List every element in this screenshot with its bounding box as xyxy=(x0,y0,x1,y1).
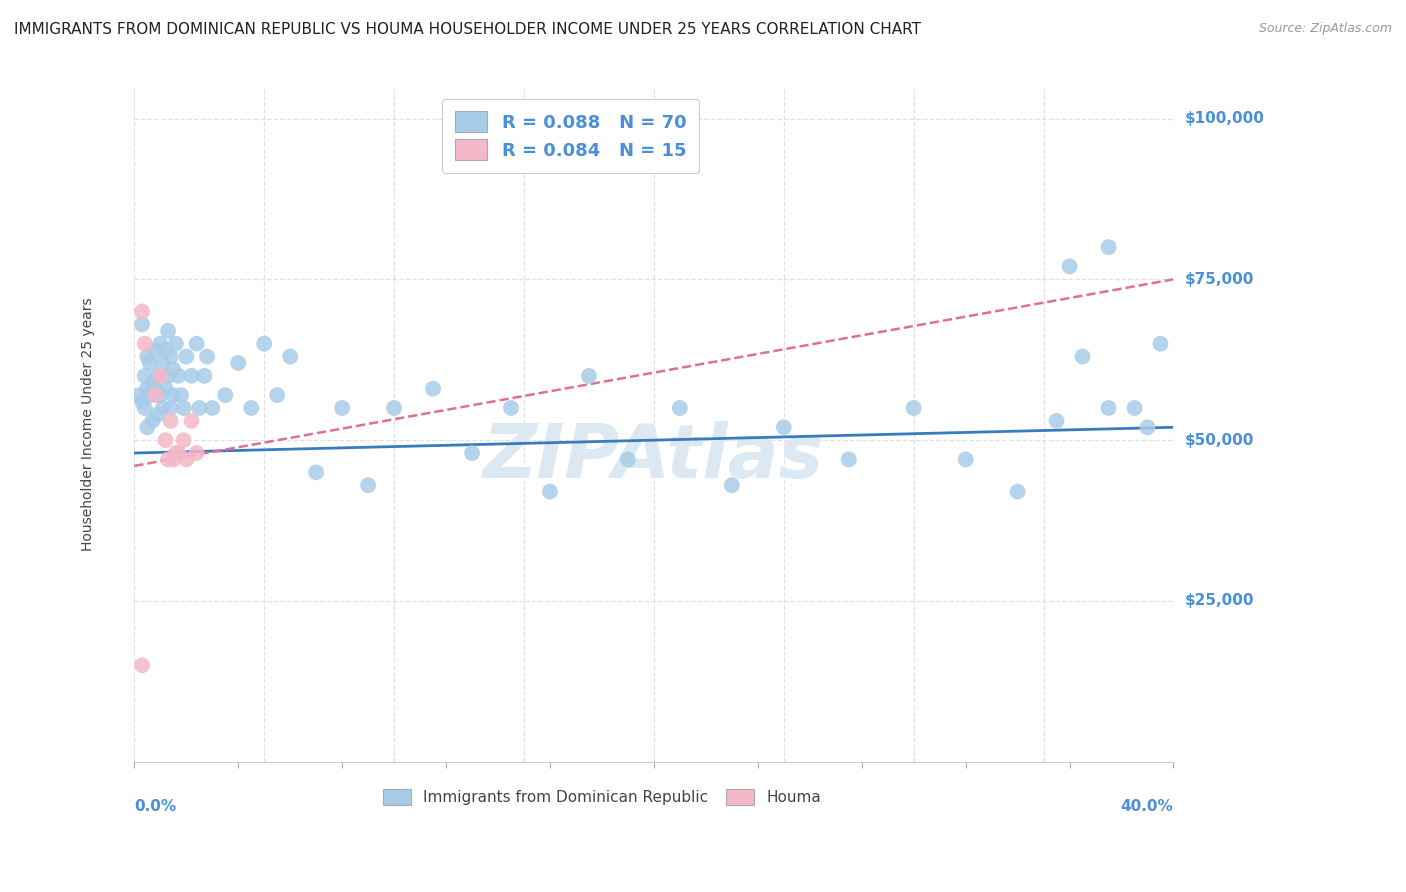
Text: $25,000: $25,000 xyxy=(1185,593,1254,608)
Point xyxy=(139,388,162,402)
Point xyxy=(159,350,181,364)
Text: ZIPAtlas: ZIPAtlas xyxy=(484,421,824,494)
Text: Source: ZipAtlas.com: Source: ZipAtlas.com xyxy=(1258,22,1392,36)
Point xyxy=(162,362,184,376)
Point xyxy=(165,336,187,351)
Point xyxy=(382,401,405,415)
Point xyxy=(1059,260,1081,274)
Point xyxy=(253,336,276,351)
Point xyxy=(131,318,153,332)
Text: 0.0%: 0.0% xyxy=(135,799,176,814)
Point xyxy=(173,433,195,447)
Text: Householder Income Under 25 years: Householder Income Under 25 years xyxy=(80,297,94,551)
Point xyxy=(1123,401,1146,415)
Point xyxy=(903,401,925,415)
Point xyxy=(149,388,172,402)
Point xyxy=(955,452,977,467)
Point xyxy=(141,376,163,390)
Point xyxy=(170,388,193,402)
Point xyxy=(136,420,159,434)
Point xyxy=(139,356,162,370)
Point xyxy=(201,401,224,415)
Point xyxy=(188,401,211,415)
Point xyxy=(838,452,860,467)
Text: IMMIGRANTS FROM DOMINICAN REPUBLIC VS HOUMA HOUSEHOLDER INCOME UNDER 25 YEARS CO: IMMIGRANTS FROM DOMINICAN REPUBLIC VS HO… xyxy=(14,22,921,37)
Text: $75,000: $75,000 xyxy=(1185,272,1254,287)
Point xyxy=(240,401,263,415)
Point xyxy=(155,343,177,357)
Point xyxy=(159,414,181,428)
Point xyxy=(1149,336,1171,351)
Point xyxy=(149,368,172,383)
Point xyxy=(162,388,184,402)
Text: $100,000: $100,000 xyxy=(1185,111,1264,126)
Point xyxy=(131,658,153,673)
Point xyxy=(143,382,166,396)
Legend: Immigrants from Dominican Republic, Houma: Immigrants from Dominican Republic, Houm… xyxy=(377,783,827,812)
Point xyxy=(669,401,692,415)
Point xyxy=(157,324,180,338)
Point xyxy=(195,350,218,364)
Point xyxy=(146,408,169,422)
Point xyxy=(186,446,208,460)
Point xyxy=(1045,414,1067,428)
Point xyxy=(1007,484,1029,499)
Point xyxy=(174,350,197,364)
Point xyxy=(134,336,156,351)
Point xyxy=(193,368,215,383)
Text: $50,000: $50,000 xyxy=(1185,433,1254,448)
Point xyxy=(152,401,174,415)
Point xyxy=(461,446,484,460)
Point xyxy=(143,343,166,357)
Point xyxy=(1136,420,1159,434)
Point xyxy=(167,446,190,460)
Point xyxy=(330,401,353,415)
Point xyxy=(157,452,180,467)
Point xyxy=(165,446,187,460)
Point xyxy=(1071,350,1094,364)
Point xyxy=(167,368,190,383)
Text: 40.0%: 40.0% xyxy=(1121,799,1174,814)
Point xyxy=(152,356,174,370)
Point xyxy=(134,368,156,383)
Point xyxy=(180,368,202,383)
Point xyxy=(422,382,444,396)
Point xyxy=(146,368,169,383)
Point xyxy=(136,350,159,364)
Point xyxy=(1097,240,1119,254)
Point xyxy=(180,414,202,428)
Point xyxy=(173,401,195,415)
Point xyxy=(141,414,163,428)
Point xyxy=(499,401,522,415)
Point xyxy=(131,304,153,318)
Point xyxy=(357,478,380,492)
Point xyxy=(136,382,159,396)
Point xyxy=(155,382,177,396)
Point xyxy=(266,388,288,402)
Point xyxy=(305,466,328,480)
Point xyxy=(538,484,561,499)
Point xyxy=(278,350,301,364)
Point xyxy=(134,401,156,415)
Point xyxy=(578,368,600,383)
Point xyxy=(174,452,197,467)
Point xyxy=(157,368,180,383)
Point xyxy=(226,356,249,370)
Point xyxy=(617,452,640,467)
Point xyxy=(1097,401,1119,415)
Point xyxy=(186,336,208,351)
Point xyxy=(159,401,181,415)
Point xyxy=(772,420,794,434)
Point xyxy=(128,388,150,402)
Point xyxy=(155,433,177,447)
Point xyxy=(162,452,184,467)
Point xyxy=(149,336,172,351)
Point xyxy=(721,478,744,492)
Point xyxy=(214,388,236,402)
Point xyxy=(131,394,153,409)
Point xyxy=(143,388,166,402)
